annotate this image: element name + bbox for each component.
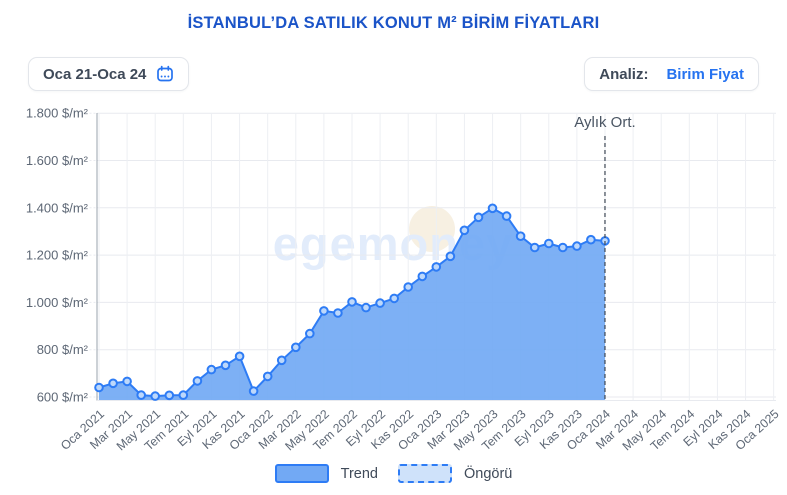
y-tick-label: 1.200 $/m²	[26, 248, 89, 263]
data-point[interactable]	[515, 231, 526, 241]
y-tick-label: 1.800 $/m²	[26, 106, 89, 121]
data-point[interactable]	[150, 391, 160, 401]
data-point[interactable]	[164, 390, 175, 401]
legend-item-forecast[interactable]: Öngörü	[397, 464, 513, 483]
data-point[interactable]	[544, 238, 554, 249]
data-point[interactable]	[333, 308, 343, 318]
data-point[interactable]	[305, 328, 315, 339]
calendar-icon	[156, 65, 174, 83]
y-tick-label: 800 $/m²	[37, 342, 89, 357]
y-tick-label: 1.600 $/m²	[26, 153, 89, 168]
data-point[interactable]	[361, 302, 371, 313]
data-point[interactable]	[558, 242, 568, 253]
chart-area: egemoney 1.800 $/m² 1.600 $/m² 1.400 $/m² 1.…	[0, 100, 787, 462]
chart-legend: Trend Öngörü	[0, 464, 787, 483]
date-range-label: Oca 21-Oca 24	[43, 65, 147, 83]
forecast-label: Öngörü	[463, 465, 513, 482]
data-point[interactable]	[459, 225, 470, 236]
data-point[interactable]	[473, 212, 484, 223]
data-point[interactable]	[403, 282, 414, 292]
analysis-value: Birim Fiyat	[666, 65, 744, 83]
monthly-avg-label: Aylık Ort.	[574, 114, 635, 131]
data-point[interactable]	[136, 390, 146, 400]
data-point[interactable]	[389, 293, 400, 304]
trend-label: Trend	[340, 465, 378, 482]
legend-item-trend[interactable]: Trend	[274, 464, 378, 483]
y-tick-label: 1.400 $/m²	[26, 200, 89, 215]
data-point[interactable]	[586, 234, 596, 245]
data-point[interactable]	[319, 306, 329, 316]
data-point[interactable]	[94, 382, 104, 393]
data-point[interactable]	[501, 211, 512, 221]
analysis-label: Analiz:	[599, 65, 649, 83]
data-point[interactable]	[487, 203, 498, 214]
trend-swatch	[274, 464, 329, 483]
data-point[interactable]	[178, 390, 189, 400]
data-point[interactable]	[417, 271, 428, 282]
y-tick-label: 600 $/m²	[37, 390, 89, 405]
data-point[interactable]	[220, 360, 231, 371]
data-point[interactable]	[206, 364, 217, 375]
analysis-selector[interactable]: Analiz: Birim Fiyat	[584, 57, 759, 91]
date-range-button[interactable]: Oca 21-Oca 24	[28, 57, 190, 91]
data-point[interactable]	[347, 297, 357, 307]
data-point[interactable]	[291, 342, 301, 353]
y-tick-label: 1.000 $/m²	[26, 295, 89, 310]
data-point[interactable]	[262, 371, 273, 382]
data-point[interactable]	[248, 386, 259, 396]
forecast-swatch	[397, 464, 452, 483]
data-point[interactable]	[108, 378, 118, 389]
data-point[interactable]	[375, 298, 385, 308]
data-point[interactable]	[234, 351, 245, 362]
watermark-coin	[409, 206, 455, 252]
data-point[interactable]	[572, 241, 582, 251]
data-point[interactable]	[122, 376, 132, 387]
data-point[interactable]	[445, 251, 456, 262]
data-point[interactable]	[431, 262, 442, 272]
data-point[interactable]	[276, 355, 287, 366]
page-title: İSTANBUL’DA SATILIK KONUT M² BİRİM FİYAT…	[187, 14, 600, 32]
controls-row: Oca 21-Oca 24 Analiz: Birim Fiyat	[0, 57, 787, 91]
data-point[interactable]	[529, 242, 540, 253]
data-point[interactable]	[192, 376, 203, 386]
